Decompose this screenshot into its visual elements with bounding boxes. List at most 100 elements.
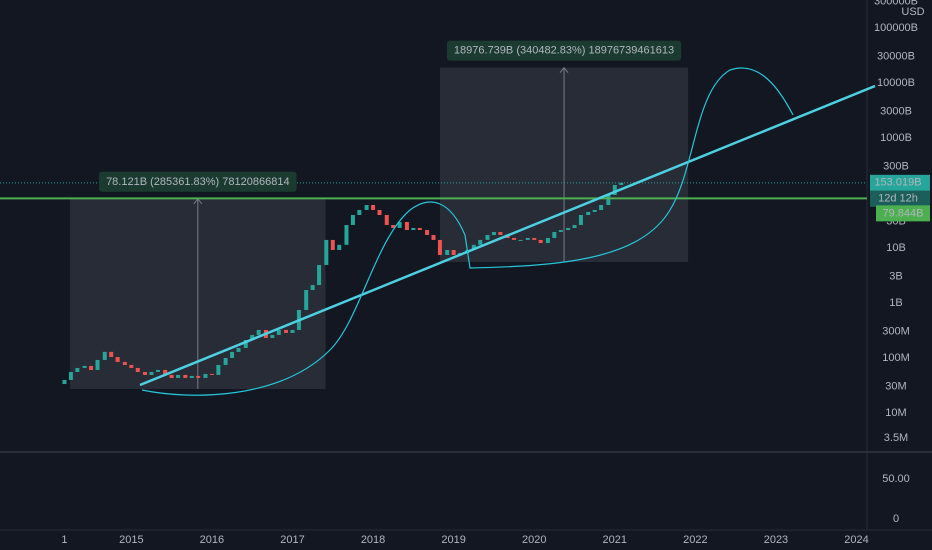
candle-body — [391, 224, 396, 228]
candle-body — [250, 334, 255, 341]
candle-body — [75, 367, 80, 372]
candle-body — [176, 374, 181, 378]
trend-line — [139, 84, 876, 387]
candle-body — [122, 361, 127, 365]
x-tick-label: 2021 — [603, 534, 627, 546]
y-tick-label: 300M — [882, 326, 910, 338]
candle-body — [552, 232, 557, 238]
countdown-label: 12d 12h — [878, 193, 918, 205]
x-tick-label: 2015 — [119, 534, 143, 546]
candle-body — [149, 371, 154, 375]
y-tick-label: 3000B — [880, 106, 912, 118]
candle-body — [196, 375, 201, 378]
candle-body — [592, 209, 597, 212]
candle-body — [384, 214, 389, 225]
candle-body — [270, 334, 275, 338]
candle-body — [498, 232, 503, 236]
candle-body — [404, 221, 409, 231]
candle-body — [169, 374, 174, 378]
measure-label-bg — [446, 40, 682, 61]
measure-label: 18976.739B (340482.83%) 18976739461613 — [454, 45, 674, 57]
candle-body — [243, 340, 248, 348]
candle-body — [350, 214, 355, 225]
candle-body — [599, 204, 604, 210]
y-tick-label: 100M — [882, 352, 910, 364]
x-tick-label: 2022 — [683, 534, 707, 546]
candle-body — [189, 375, 194, 378]
candle-body — [344, 224, 349, 245]
candle-body — [545, 237, 550, 244]
candle-body — [566, 227, 571, 231]
candle-body — [445, 249, 450, 255]
candle-body — [102, 351, 107, 360]
candle-body — [290, 329, 295, 333]
candle-body — [203, 373, 208, 378]
y-tick-label: 10000B — [877, 77, 915, 89]
x-tick-label: 2016 — [200, 534, 224, 546]
candle-body — [525, 237, 530, 240]
candle-body — [95, 359, 100, 370]
plot — [0, 66, 867, 389]
candle-body — [68, 371, 73, 380]
candle-body — [586, 211, 591, 215]
candle-body — [485, 235, 490, 240]
candle-body — [284, 329, 289, 333]
y-tick-label: 100000B — [874, 22, 918, 34]
currency-label: USD — [901, 6, 924, 18]
candle-body — [310, 285, 315, 291]
x-tick-label: 2020 — [522, 534, 546, 546]
x-tick-label: 2024 — [844, 534, 868, 546]
candle-body — [364, 204, 369, 210]
y-tick-label: 10B — [886, 242, 906, 254]
x-tick-label: 1 — [61, 534, 67, 546]
y-tick-label: 1000B — [880, 132, 912, 144]
candle-body — [491, 232, 496, 236]
candle-body — [276, 329, 281, 335]
candle-body — [89, 365, 94, 370]
candle-body — [512, 237, 517, 240]
candle-body — [209, 373, 214, 375]
candle-body — [357, 209, 362, 215]
y-tick-label: 30M — [885, 381, 906, 393]
candle-body — [129, 364, 134, 368]
candle-body — [478, 239, 483, 245]
candle-body — [236, 347, 241, 352]
candle-body — [155, 369, 160, 372]
candle-body — [223, 357, 228, 365]
measure-label-bg — [99, 171, 297, 192]
candle-body — [230, 351, 235, 358]
last-price-label: 153.019B — [874, 177, 921, 189]
y-tick-label: 30000B — [877, 51, 915, 63]
candle-body — [337, 244, 342, 250]
candle-body — [532, 237, 537, 240]
candle-body — [619, 182, 624, 185]
candle-body — [135, 367, 140, 372]
candle-body — [425, 230, 430, 236]
candle-body — [538, 239, 543, 244]
candle-body — [62, 379, 67, 385]
y-tick-label: 300000B — [874, 0, 918, 8]
pane-tick-label: 50.00 — [882, 473, 910, 485]
y-tick-label: 1B — [889, 297, 902, 309]
candle-body — [431, 235, 436, 240]
candle-body — [115, 357, 120, 362]
hline-tag — [876, 205, 930, 222]
hline-label: 79.844B — [883, 207, 924, 219]
candle-body — [109, 351, 114, 358]
y-tick-label: 3B — [889, 271, 902, 283]
candle-body — [82, 365, 87, 368]
countdown-tag — [870, 190, 930, 207]
cup-curve — [141, 201, 466, 396]
candle-body — [437, 239, 442, 255]
x-tick-label: 2018 — [361, 534, 385, 546]
candle-body — [612, 184, 617, 195]
candle-body — [606, 194, 611, 205]
candle-body — [304, 290, 309, 310]
y-tick-label: 3.5M — [884, 432, 908, 444]
candle-body — [377, 209, 382, 215]
candle-body — [256, 329, 261, 335]
measure-arrowhead — [559, 66, 569, 74]
measure-label: 78.121B (285361.83%) 78120866814 — [106, 176, 290, 188]
candle-body — [371, 204, 376, 210]
